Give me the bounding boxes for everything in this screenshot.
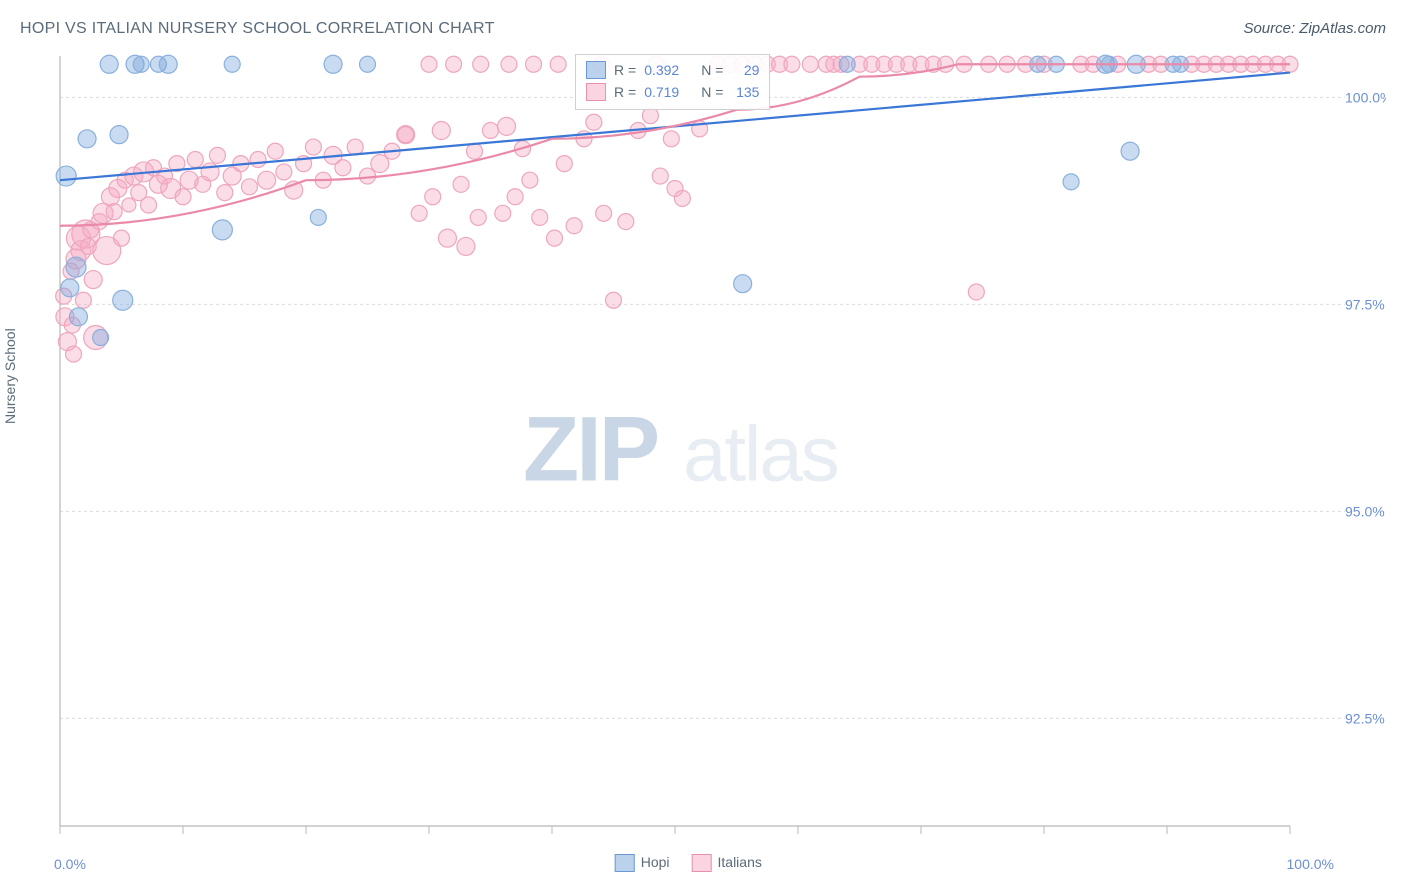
n-label: N = (701, 84, 723, 100)
x-tick-0: 0.0% (54, 856, 86, 872)
hopi-r-value: 0.392 (644, 62, 679, 78)
stats-row-hopi: R = 0.392 N = 29 (586, 59, 759, 81)
hopi-n-value: 29 (731, 62, 759, 78)
hopi-swatch-icon (586, 61, 606, 79)
svg-text:95.0%: 95.0% (1345, 503, 1385, 519)
svg-text:92.5%: 92.5% (1345, 710, 1385, 726)
bottom-legend: Hopi Italians (615, 854, 762, 872)
r-label: R = (614, 62, 636, 78)
svg-text:97.5%: 97.5% (1345, 296, 1385, 312)
italians-swatch-icon (586, 83, 606, 101)
chart-container: 92.5%95.0%97.5%100.0% ZIP atlas Nursery … (20, 46, 1386, 866)
italians-swatch-icon (692, 854, 712, 872)
n-label: N = (701, 62, 723, 78)
italians-r-value: 0.719 (644, 84, 679, 100)
x-tick-100: 100.0% (1287, 856, 1334, 872)
hopi-swatch-icon (615, 854, 635, 872)
italians-n-value: 135 (731, 84, 759, 100)
svg-text:100.0%: 100.0% (1345, 89, 1386, 105)
y-axis-label: Nursery School (2, 328, 18, 424)
legend-item-italians: Italians (692, 854, 762, 872)
source-label: Source: ZipAtlas.com (1243, 20, 1386, 37)
stats-row-italians: R = 0.719 N = 135 (586, 81, 759, 103)
chart-title: HOPI VS ITALIAN NURSERY SCHOOL CORRELATI… (20, 20, 495, 38)
scatter-chart: 92.5% 95.0% 97.5% 100.0% (20, 46, 1386, 866)
legend-item-hopi: Hopi (615, 854, 670, 872)
stats-legend: R = 0.392 N = 29 R = 0.719 N = 135 (575, 54, 770, 110)
r-label: R = (614, 84, 636, 100)
